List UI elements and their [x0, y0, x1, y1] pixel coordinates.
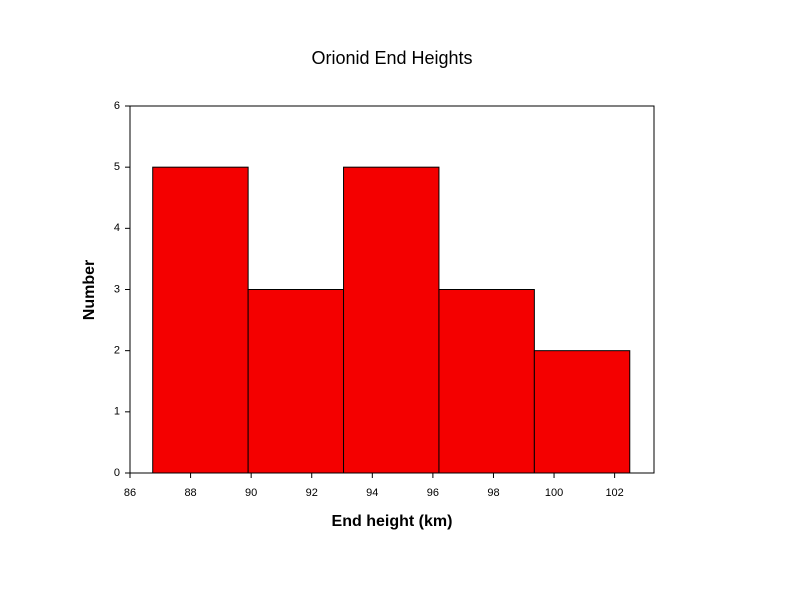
x-axis-label: End height (km): [332, 513, 453, 530]
y-tick-label: 5: [114, 161, 120, 173]
x-tick-label: 92: [306, 487, 318, 499]
x-tick-label: 98: [487, 487, 499, 499]
chart-title: Orionid End Heights: [311, 48, 472, 68]
bar: [152, 166, 249, 474]
x-tick-label: 88: [184, 487, 196, 499]
y-tick-label: 3: [114, 283, 120, 295]
bar: [438, 289, 535, 474]
y-axis-label: Number: [81, 260, 98, 320]
bar: [533, 350, 631, 474]
x-tick-label: 100: [545, 487, 563, 499]
y-tick-label: 4: [114, 222, 120, 234]
bar: [247, 289, 345, 474]
y-tick-label: 6: [114, 100, 120, 112]
x-tick-label: 86: [124, 487, 136, 499]
bar: [343, 166, 440, 474]
y-tick-label: 0: [114, 467, 120, 479]
y-tick-label: 1: [114, 406, 120, 418]
x-tick-label: 94: [366, 487, 378, 499]
y-tick-label: 2: [114, 345, 120, 357]
x-tick-label: 102: [605, 487, 623, 499]
x-tick-label: 96: [427, 487, 439, 499]
x-tick-label: 90: [245, 487, 257, 499]
